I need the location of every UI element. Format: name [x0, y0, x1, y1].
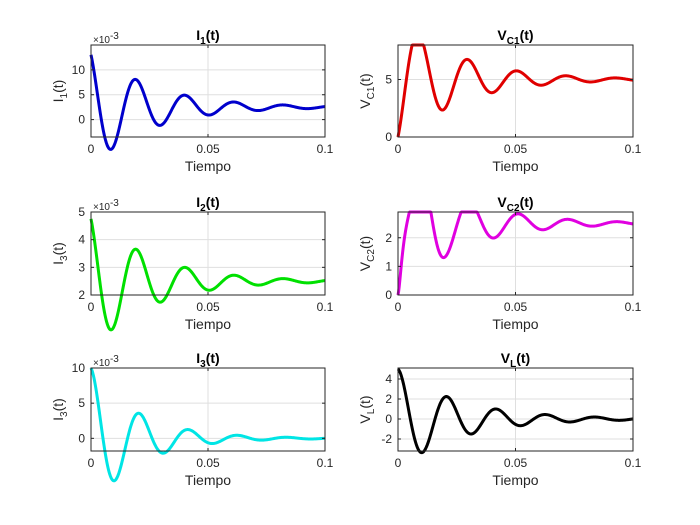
- x-tick-label: 0: [88, 142, 95, 156]
- x-axis-label: Tiempo: [492, 158, 538, 174]
- x-tick-label: 0.1: [317, 456, 334, 470]
- subplot-2: 0 0.05 0.1 0 5 VC1(t) Tiempo VC1(t): [357, 27, 642, 174]
- y-exponent-label: ×10-3: [93, 198, 119, 213]
- subplot-3: 0 0.05 0.1 2 3 4 5 ×10-3 I2(t) Tiempo I3(t): [50, 194, 334, 332]
- subplot-5: 0 0.05 0.1 0 5 10 ×10-3 I3(t) Tiempo I3(t): [50, 350, 334, 488]
- x-tick-label: 0: [395, 456, 402, 470]
- series-line: [89, 367, 326, 483]
- y-tick-label: 0: [385, 288, 392, 302]
- y-axis-label: I1(t): [50, 80, 70, 103]
- x-tick-label: 0.1: [625, 300, 642, 314]
- series-line: [89, 54, 326, 151]
- x-axis-label: Tiempo: [185, 316, 231, 332]
- x-tick-label: 0: [395, 300, 402, 314]
- y-tick-label: 10: [72, 63, 86, 77]
- y-tick-label: 2: [78, 288, 85, 302]
- y-tick-label: 4: [385, 372, 392, 386]
- x-tick-label: 0: [88, 456, 95, 470]
- x-tick-label: 0.05: [504, 142, 528, 156]
- x-axis-label: Tiempo: [185, 158, 231, 174]
- x-axis-label: Tiempo: [492, 316, 538, 332]
- y-tick-label: 2: [385, 231, 392, 245]
- y-tick-label: 5: [78, 396, 85, 410]
- subplot-4: 0 0.05 0.1 0 1 2 VC2(t) Tiempo VC2(t): [357, 194, 642, 332]
- x-tick-label: 0.1: [625, 456, 642, 470]
- subplot-title: VC1(t): [497, 27, 533, 47]
- y-tick-label: 5: [78, 88, 85, 102]
- x-axis-label: Tiempo: [492, 472, 538, 488]
- subplot-title: VC2(t): [497, 194, 533, 214]
- x-tick-label: 0.05: [196, 300, 220, 314]
- y-tick-label: 1: [385, 259, 392, 273]
- y-exponent-label: ×10-3: [93, 354, 119, 369]
- x-axis-label: Tiempo: [185, 472, 231, 488]
- y-tick-label: 5: [385, 73, 392, 87]
- y-tick-label: 2: [385, 392, 392, 406]
- y-axis-label: VC2(t): [357, 236, 377, 271]
- x-tick-label: 0.05: [504, 300, 528, 314]
- y-tick-label: 0: [385, 130, 392, 144]
- subplot-title: I3(t): [196, 350, 219, 370]
- y-axis-label: I3(t): [50, 398, 70, 421]
- y-tick-label: 5: [78, 205, 85, 219]
- y-tick-label: 0: [78, 431, 85, 445]
- y-axis-label: VL(t): [357, 395, 377, 423]
- x-tick-label: 0.1: [317, 142, 334, 156]
- y-axis-label: I3(t): [50, 242, 70, 265]
- y-axis-label: VC1(t): [357, 73, 377, 108]
- series-line: [396, 367, 634, 455]
- subplot-title: VL(t): [501, 350, 530, 370]
- x-tick-label: 0: [395, 142, 402, 156]
- y-tick-label: 0: [385, 412, 392, 426]
- x-tick-label: 0.05: [196, 456, 220, 470]
- x-tick-label: 0.05: [504, 456, 528, 470]
- subplot-title: I1(t): [196, 27, 219, 47]
- x-tick-label: 0: [88, 300, 95, 314]
- series-line: [396, 43, 634, 138]
- y-tick-label: 3: [78, 260, 85, 274]
- y-tick-label: 4: [78, 233, 85, 247]
- x-tick-label: 0.05: [196, 142, 220, 156]
- subplot-1: 0 0.05 0.1 0 5 10 ×10-3 I1(t) Tiempo I1(t): [50, 27, 334, 174]
- x-tick-label: 0.1: [317, 300, 334, 314]
- y-tick-label: 0: [78, 113, 85, 127]
- y-tick-label: 10: [72, 361, 86, 375]
- y-tick-label: -2: [381, 432, 392, 446]
- subplot-title: I2(t): [196, 194, 219, 214]
- x-tick-label: 0.1: [625, 142, 642, 156]
- y-exponent-label: ×10-3: [93, 31, 119, 46]
- series-line: [89, 218, 326, 332]
